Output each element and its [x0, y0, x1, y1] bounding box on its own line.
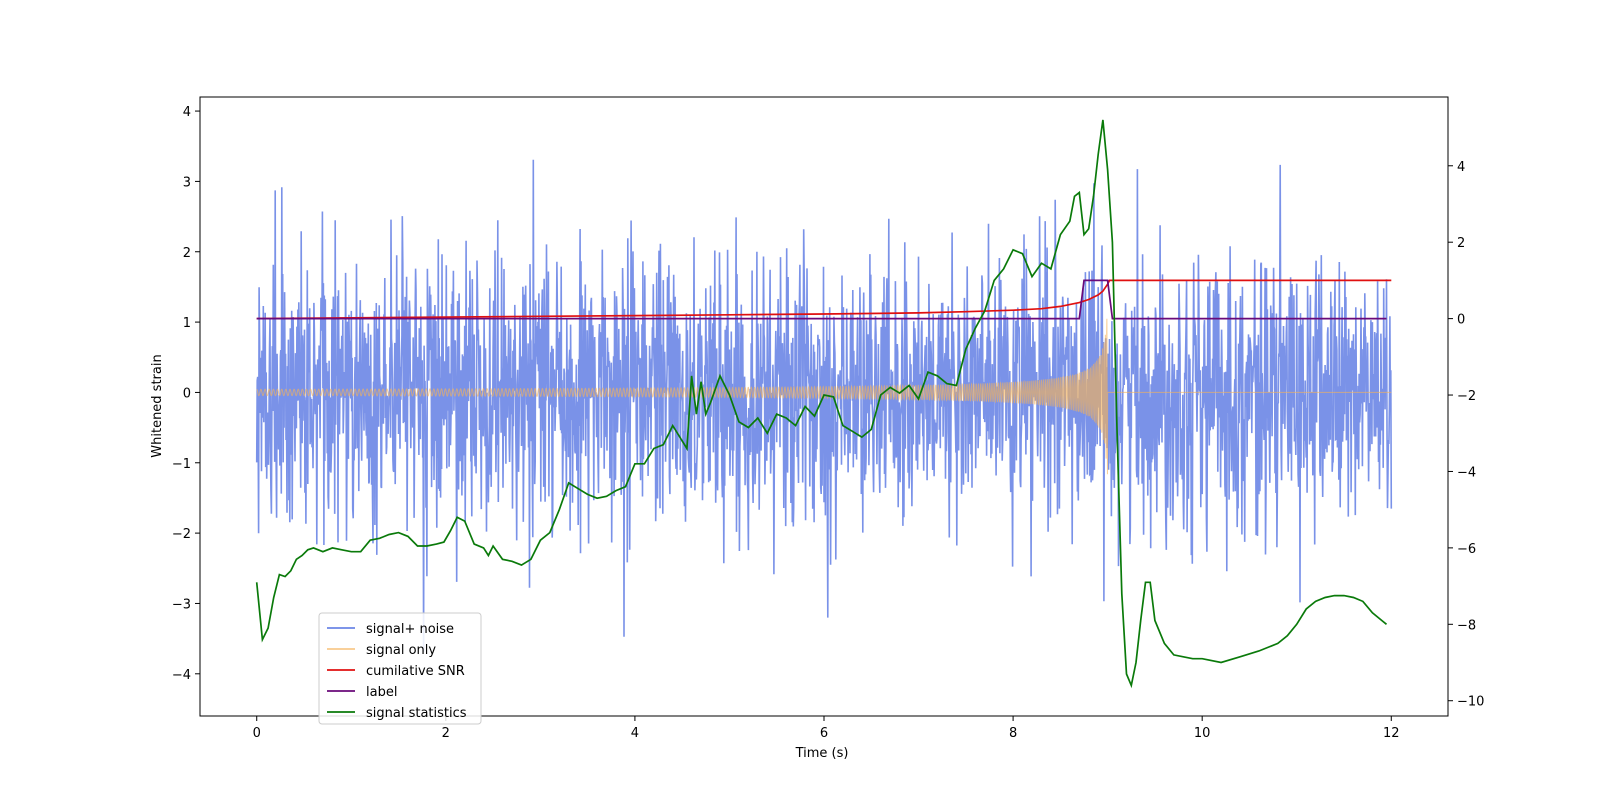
y-tick-label: 2: [183, 246, 191, 261]
y-tick-label: 0: [183, 386, 191, 401]
y-tick-label: 3: [183, 175, 191, 190]
y-tick-label: −2: [172, 527, 191, 542]
y-tick-label: 1: [183, 316, 191, 331]
series-cumilative-snr: [256, 279, 1392, 320]
legend-label: cumilative SNR: [366, 664, 465, 679]
x-tick-label: 2: [442, 726, 450, 741]
y2-tick-label: −2: [1457, 389, 1476, 404]
y-tick-label: −1: [172, 457, 191, 472]
series-label: [256, 279, 1387, 320]
x-tick-label: 0: [253, 726, 261, 741]
legend-label: signal statistics: [366, 706, 467, 721]
y2-tick-label: 2: [1457, 236, 1465, 251]
x-tick-label: 8: [1009, 726, 1017, 741]
series-signal-noise: [255, 159, 1393, 652]
x-tick-label: 10: [1194, 726, 1211, 741]
x-tick-label: 6: [820, 726, 828, 741]
y-tick-label: −4: [172, 668, 191, 683]
legend-label: label: [366, 685, 397, 700]
legend: signal+ noise signal only cumilative SNR la…: [318, 612, 482, 725]
legend-box: [318, 612, 482, 725]
x-tick-label: 12: [1383, 726, 1400, 741]
y2-tick-label: −8: [1457, 618, 1476, 633]
y-axis-left: 4 3 2 1 0 −1 −2 −3 −4: [172, 105, 200, 683]
plot-area: [255, 119, 1393, 689]
y2-tick-label: −6: [1457, 542, 1476, 557]
x-axis-label: Time (s): [795, 746, 849, 761]
x-tick-label: 4: [631, 726, 639, 741]
y2-tick-label: −10: [1457, 695, 1484, 710]
legend-label: signal+ noise: [366, 622, 454, 637]
y2-tick-label: 0: [1457, 313, 1465, 328]
y2-tick-label: −4: [1457, 465, 1476, 480]
y-tick-label: 4: [183, 105, 191, 120]
y-tick-label: −3: [172, 597, 191, 612]
y-axis-label: Whitened strain: [150, 354, 165, 457]
y2-tick-label: 4: [1457, 160, 1465, 175]
y-axis-right: 4 2 0 −2 −4 −6 −8 −10: [1448, 160, 1484, 710]
series-signal-only: [256, 318, 1392, 475]
series-signal-statistics: [255, 119, 1388, 689]
legend-label: signal only: [366, 643, 436, 658]
